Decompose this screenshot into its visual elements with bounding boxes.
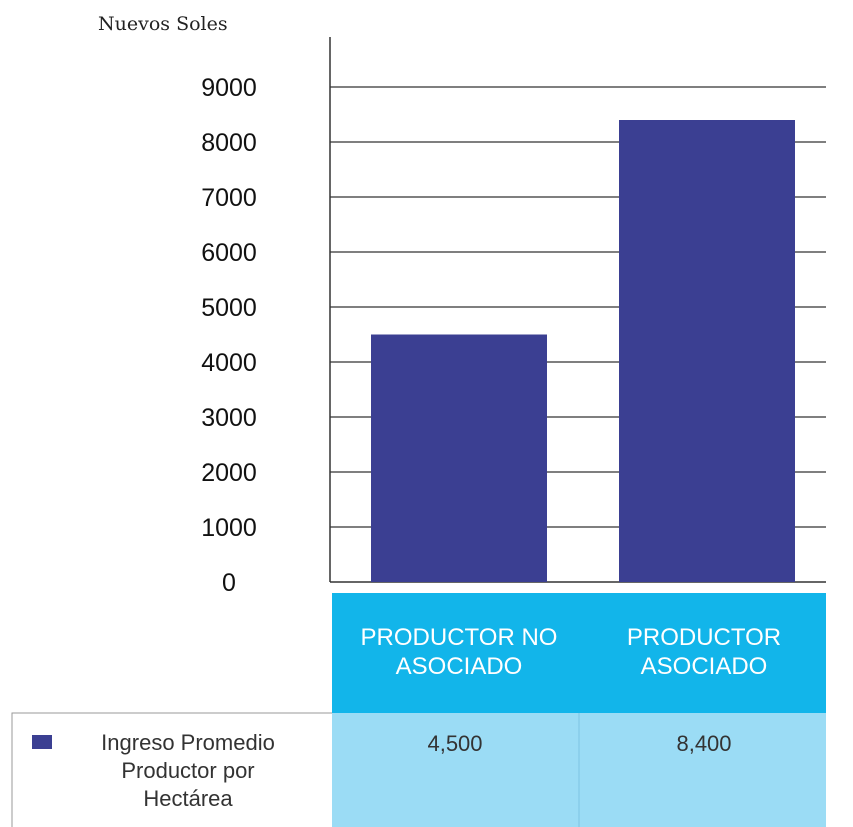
legend-label: Ingreso Promedio Productor por Hectárea xyxy=(101,730,275,811)
y-tick-label: 7000 xyxy=(201,184,257,212)
y-tick-label: 8000 xyxy=(201,129,257,157)
y-tick-label: 4000 xyxy=(201,349,257,377)
y-tick-label: 1000 xyxy=(201,514,257,542)
y-tick-label: 0 xyxy=(222,569,236,597)
category-header-1 xyxy=(579,593,826,713)
legend-border xyxy=(11,712,332,827)
y-tick-label: 2000 xyxy=(201,459,257,487)
category-label-1: PRODUCTOR ASOCIADO xyxy=(627,624,781,680)
data-value-label-1: 8,400 xyxy=(676,731,731,756)
y-tick-label: 9000 xyxy=(201,74,257,102)
data-table: PRODUCTOR NO ASOCIADO PRODUCTOR ASOCIADO 4… xyxy=(332,593,826,827)
data-value-label-0: 4,500 xyxy=(427,731,482,756)
value-cell-0 xyxy=(332,713,579,827)
y-axis-label: Nuevos Soles xyxy=(98,13,228,35)
bar xyxy=(371,334,547,582)
category-label-0: PRODUCTOR NO ASOCIADO xyxy=(361,624,558,680)
category-header-0 xyxy=(332,593,579,713)
y-tick-label: 5000 xyxy=(201,294,257,322)
legend: Ingreso Promedio Productor por Hectárea xyxy=(11,712,332,827)
bar xyxy=(619,120,795,582)
bars xyxy=(371,120,795,582)
value-cell-1 xyxy=(579,713,826,827)
y-tick-labels: 0 1000 2000 3000 4000 5000 6000 7000 8000 9000 xyxy=(201,74,257,597)
legend-swatch xyxy=(32,735,52,749)
y-tick-label: 6000 xyxy=(201,239,257,267)
y-tick-label: 3000 xyxy=(201,404,257,432)
